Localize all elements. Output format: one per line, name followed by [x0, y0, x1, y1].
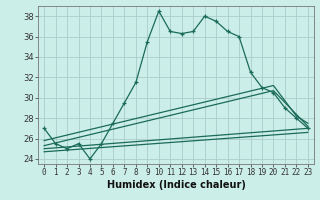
X-axis label: Humidex (Indice chaleur): Humidex (Indice chaleur): [107, 180, 245, 190]
